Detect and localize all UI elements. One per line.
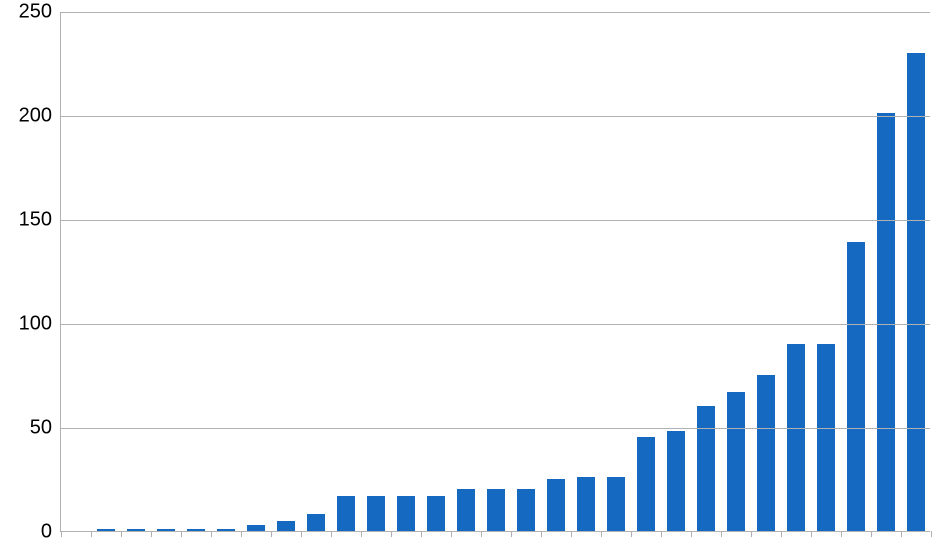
x-tick xyxy=(61,531,62,537)
y-axis-label: 0 xyxy=(0,521,52,544)
y-axis-labels: 0 50 100 150 200 250 xyxy=(0,0,60,558)
bar xyxy=(247,525,265,531)
y-axis-label: 150 xyxy=(0,209,52,232)
bar xyxy=(217,529,235,531)
bar xyxy=(877,113,895,531)
x-tick xyxy=(241,531,242,537)
bar xyxy=(277,521,295,531)
bar xyxy=(187,529,205,531)
bar xyxy=(337,496,355,531)
x-tick xyxy=(811,531,812,537)
x-tick xyxy=(931,531,932,537)
x-tick xyxy=(91,531,92,537)
x-tick xyxy=(541,531,542,537)
plot-area xyxy=(60,12,930,532)
bar xyxy=(397,496,415,531)
bar xyxy=(667,431,685,531)
bar xyxy=(787,344,805,531)
bar xyxy=(157,529,175,531)
bar xyxy=(727,392,745,531)
bars-group xyxy=(61,12,930,531)
bar xyxy=(847,242,865,531)
bar xyxy=(637,437,655,531)
gridline xyxy=(61,428,930,429)
bar xyxy=(607,477,625,531)
x-tick xyxy=(661,531,662,537)
bar xyxy=(817,344,835,531)
x-tick xyxy=(601,531,602,537)
gridline xyxy=(61,324,930,325)
bar xyxy=(577,477,595,531)
y-axis-label: 50 xyxy=(0,417,52,440)
x-tick xyxy=(871,531,872,537)
bar xyxy=(487,489,505,531)
x-tick xyxy=(391,531,392,537)
x-tick xyxy=(901,531,902,537)
bar xyxy=(697,406,715,531)
gridline xyxy=(61,116,930,117)
bar xyxy=(367,496,385,531)
x-tick xyxy=(211,531,212,537)
x-tick xyxy=(151,531,152,537)
x-tick xyxy=(181,531,182,537)
x-tick xyxy=(781,531,782,537)
x-tick xyxy=(511,531,512,537)
bar xyxy=(547,479,565,531)
bar-chart: 0 50 100 150 200 250 xyxy=(0,0,936,558)
x-tick xyxy=(121,531,122,537)
bar xyxy=(907,53,925,531)
bar xyxy=(457,489,475,531)
x-tick xyxy=(571,531,572,537)
y-axis-label: 100 xyxy=(0,313,52,336)
x-tick xyxy=(721,531,722,537)
y-axis-label: 200 xyxy=(0,105,52,128)
x-tick xyxy=(841,531,842,537)
x-tick xyxy=(331,531,332,537)
bar xyxy=(127,529,145,531)
x-tick xyxy=(451,531,452,537)
bar xyxy=(307,514,325,531)
bar xyxy=(757,375,775,531)
gridline xyxy=(61,220,930,221)
x-tick xyxy=(361,531,362,537)
bar xyxy=(517,489,535,531)
y-axis-label: 250 xyxy=(0,1,52,24)
x-tick xyxy=(751,531,752,537)
x-tick xyxy=(271,531,272,537)
x-tick xyxy=(421,531,422,537)
x-tick xyxy=(481,531,482,537)
x-tick xyxy=(301,531,302,537)
x-tick xyxy=(631,531,632,537)
x-tick xyxy=(691,531,692,537)
gridline xyxy=(61,12,930,13)
bar xyxy=(427,496,445,531)
bar xyxy=(97,529,115,531)
